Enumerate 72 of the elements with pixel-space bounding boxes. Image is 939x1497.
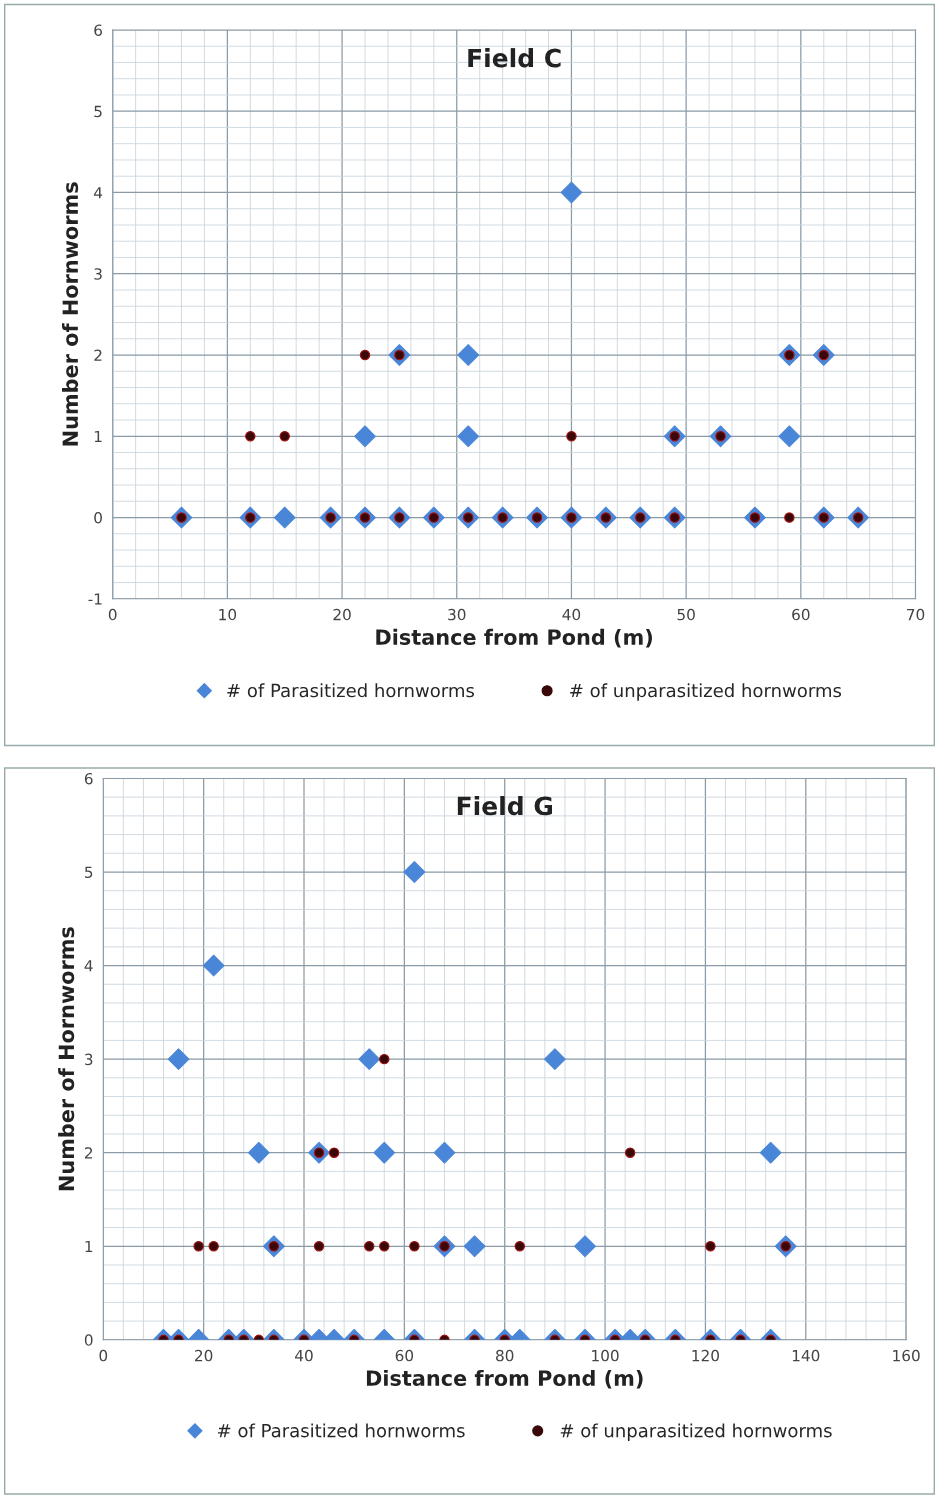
point [560,181,583,204]
point [379,1241,390,1252]
point [328,1147,340,1158]
point [624,1147,636,1158]
y-tick-label: 6 [84,772,93,785]
point [279,431,290,442]
point [208,1241,219,1252]
x-tick-label: 160 [893,1349,920,1362]
point [379,1053,390,1065]
point [463,1235,486,1258]
point [544,1048,566,1070]
legend-label: # of Parasitized hornworms [217,1423,465,1438]
point [245,431,256,442]
x-axis-title: Distance from Pond (m) [366,1369,643,1389]
x-tick-label: 50 [677,608,695,621]
point [457,425,480,448]
y-axis-title: Number of Hornworms [62,182,79,446]
y-tick-label: 1 [94,430,102,443]
point [574,1235,596,1258]
x-tick-label: 40 [562,608,581,621]
point [514,1241,525,1252]
y-tick-label: 0 [84,1334,93,1346]
y-tick-label: 2 [94,349,102,361]
y-axis-title: Number of Hornworms [58,927,75,1191]
x-tick-label: 20 [333,608,351,621]
y-tick-label: 6 [94,24,102,36]
point [373,1141,396,1164]
x-tick-label: 60 [395,1349,414,1362]
point [359,349,371,361]
y-tick-label: 3 [94,268,102,280]
legend-label: # of unparasitized hornworms [570,683,842,701]
x-tick-label: 100 [592,1349,619,1362]
x-tick-label: 60 [792,608,810,621]
x-tick-label: 140 [792,1349,820,1362]
point [167,1048,190,1070]
legend-label: # of Parasitized hornworms [227,683,475,698]
text: Field G [457,796,553,816]
point [457,344,480,366]
point [759,1141,782,1164]
point [778,425,801,448]
x-axis-title: Distance from Pond (m) [376,628,652,648]
x-tick-label: 20 [195,1349,213,1362]
point [705,1241,716,1252]
y-tick-label: 5 [94,105,102,118]
x-tick-label: 30 [448,608,466,621]
x-tick-label: 70 [907,608,925,621]
point [433,1141,456,1164]
point [358,1048,381,1070]
point [364,1241,375,1252]
y-tick-label: 3 [85,1053,93,1066]
x-tick-label: 0 [108,608,117,621]
y-tick-label: 4 [93,187,103,199]
point [784,512,795,523]
point [193,1241,204,1252]
y-tick-label: 1 [85,1240,93,1253]
x-tick-label: 10 [219,608,237,621]
point [247,1141,270,1164]
point [566,431,577,442]
y-tick-label: -1 [88,593,102,605]
x-tick-label: 40 [295,1349,313,1362]
legend-label: # of unparasitized hornworms [560,1423,832,1441]
point [313,1241,325,1252]
y-tick-label: 5 [85,866,93,879]
point [273,506,296,529]
y-tick-label: 0 [94,512,102,524]
point [409,1241,420,1252]
y-tick-label: 4 [84,960,93,972]
text: Field C [468,48,561,68]
point [354,425,376,448]
x-tick-label: 120 [692,1349,719,1362]
y-tick-label: 2 [84,1147,93,1159]
x-tick-label: 80 [496,1349,514,1362]
